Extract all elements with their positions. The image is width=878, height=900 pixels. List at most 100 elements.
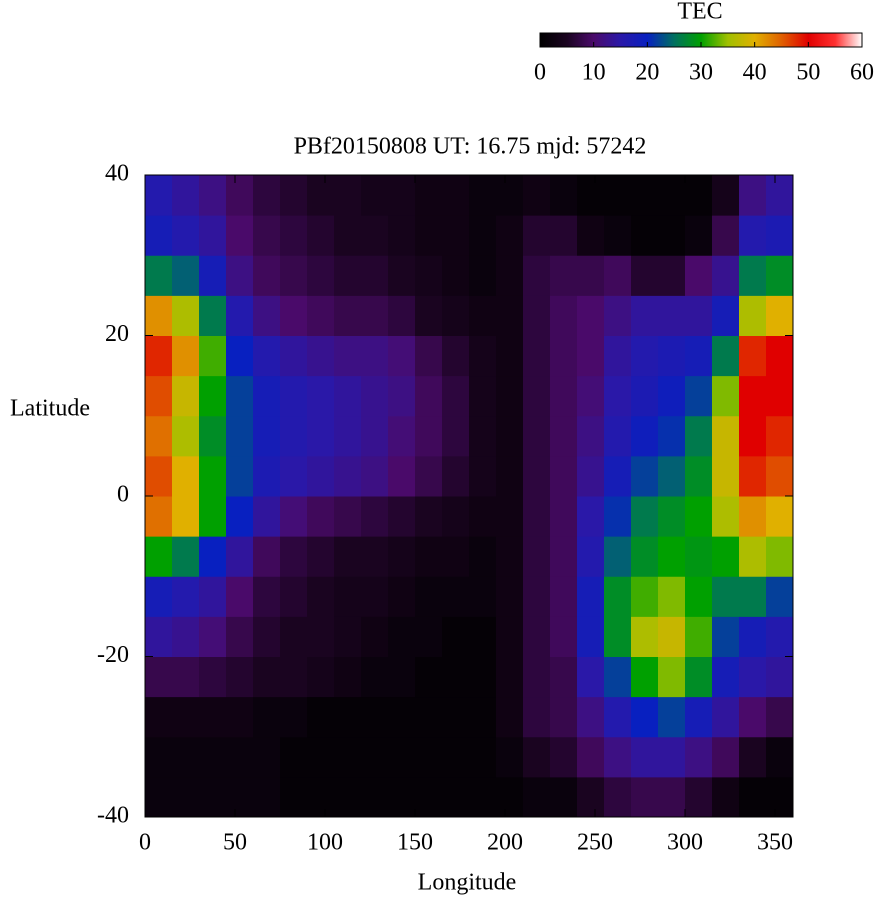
heatmap-cell [658, 696, 686, 738]
x-tick-label: 150 [397, 830, 433, 856]
heatmap-cell [577, 255, 605, 296]
heatmap-cell [631, 776, 659, 818]
heatmap-cell [226, 415, 254, 457]
heatmap-cell [307, 536, 335, 577]
heatmap-cell [253, 295, 281, 336]
heatmap-cell [577, 656, 605, 698]
heatmap-cell [712, 255, 740, 296]
heatmap-cell [712, 736, 740, 778]
heatmap-cell [280, 255, 308, 296]
heatmap-cell [442, 455, 470, 497]
heatmap-cell [388, 255, 416, 296]
heatmap-cell [496, 455, 524, 497]
heatmap-cell [685, 776, 713, 818]
heatmap-cell [199, 295, 227, 336]
heatmap-cell [307, 335, 335, 377]
heatmap-cell [739, 215, 767, 256]
heatmap-cell [334, 375, 362, 417]
heatmap-cell [469, 175, 497, 216]
heatmap-cell [739, 536, 767, 577]
heatmap-cell [712, 656, 740, 698]
heatmap-cell [145, 335, 173, 377]
heatmap-cell [523, 335, 551, 377]
heatmap-cell [415, 295, 443, 336]
heatmap-cell [550, 616, 578, 657]
heatmap-cell [199, 335, 227, 377]
heatmap-cell [334, 736, 362, 778]
heatmap-cell [307, 455, 335, 497]
heatmap-cell [442, 175, 470, 216]
heatmap-cell [253, 616, 281, 657]
chart-title: PBf20150808 UT: 16.75 mjd: 57242 [294, 134, 647, 160]
heatmap-cell [766, 335, 794, 377]
heatmap-cell [361, 696, 389, 738]
heatmap-cell [712, 455, 740, 497]
heatmap-cell [145, 215, 173, 256]
heatmap-cell [253, 656, 281, 698]
heatmap-cell [523, 375, 551, 417]
heatmap-cell [361, 455, 389, 497]
heatmap-cell [712, 415, 740, 457]
heatmap-cell [577, 335, 605, 377]
heatmap-cell [361, 415, 389, 457]
heatmap-cell [631, 335, 659, 377]
heatmap-cell [712, 616, 740, 657]
heatmap-cell [496, 656, 524, 698]
heatmap-cell [523, 656, 551, 698]
heatmap-cell [415, 696, 443, 738]
heatmap-cell [604, 776, 632, 818]
heatmap-cell [658, 455, 686, 497]
heatmap-cell [766, 215, 794, 256]
heatmap-cell [739, 375, 767, 417]
heatmap-cell [415, 576, 443, 617]
heatmap-cell [496, 536, 524, 577]
heatmap-cell [550, 215, 578, 256]
heatmap-cell [388, 295, 416, 336]
heatmap-cell [172, 215, 200, 256]
heatmap-cell [604, 736, 632, 778]
heatmap-cell [145, 656, 173, 698]
heatmap-cell [577, 776, 605, 818]
heatmap-cell [766, 576, 794, 617]
heatmap-cell [550, 335, 578, 377]
heatmap-cell [469, 696, 497, 738]
heatmap-cell [631, 496, 659, 537]
heatmap-cell [469, 415, 497, 457]
heatmap-cell [442, 496, 470, 537]
heatmap-cell [226, 656, 254, 698]
heatmap-cell [280, 455, 308, 497]
heatmap-cell [577, 415, 605, 457]
heatmap-cell [388, 455, 416, 497]
heatmap-cell [253, 335, 281, 377]
heatmap-cell [766, 536, 794, 577]
heatmap-cell [361, 255, 389, 296]
heatmap-cell [145, 175, 173, 216]
y-tick-label: 40 [105, 161, 129, 187]
heatmap-cell [145, 375, 173, 417]
heatmap-cell [199, 455, 227, 497]
colorbar-tick-label: 50 [796, 60, 820, 86]
heatmap-cell [253, 255, 281, 296]
heatmap-cell [199, 175, 227, 216]
heatmap-cell [496, 776, 524, 818]
y-tick-label: 0 [117, 482, 129, 508]
heatmap-cell [172, 335, 200, 377]
heatmap-cell [334, 776, 362, 818]
heatmap-cell [523, 415, 551, 457]
heatmap-cell [523, 455, 551, 497]
heatmap-cell [226, 616, 254, 657]
heatmap-cell [145, 776, 173, 818]
heatmap-cell [307, 736, 335, 778]
heatmap-cell [604, 375, 632, 417]
colorbar-tick-label: 60 [850, 60, 874, 86]
heatmap-cell [766, 375, 794, 417]
heatmap-cell [739, 455, 767, 497]
heatmap-cell [199, 375, 227, 417]
heatmap-cell [334, 335, 362, 377]
x-tick-label: 100 [307, 830, 343, 856]
heatmap-cell [577, 215, 605, 256]
x-axis-label: Longitude [418, 870, 517, 896]
heatmap-cell [361, 576, 389, 617]
heatmap-cell [604, 455, 632, 497]
heatmap-cell [550, 496, 578, 537]
